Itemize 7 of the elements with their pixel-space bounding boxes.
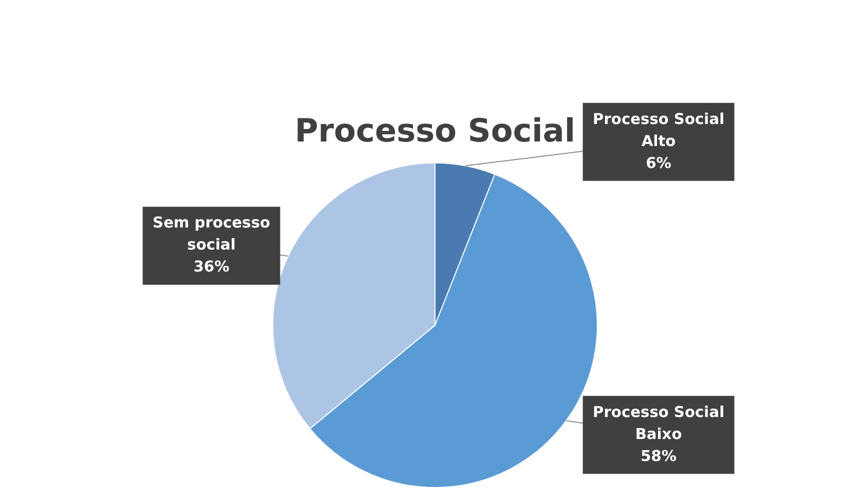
- chart-title: Processo Social: [294, 112, 576, 150]
- slice-label: Processo Social Alto: [592, 110, 724, 150]
- slice-label: Processo Social Baixo: [592, 402, 724, 443]
- slice-label: Sem processo social: [152, 214, 270, 254]
- data-label: 36%: [193, 258, 230, 276]
- data-label: 58%: [640, 446, 677, 465]
- data-label: 6%: [646, 154, 672, 172]
